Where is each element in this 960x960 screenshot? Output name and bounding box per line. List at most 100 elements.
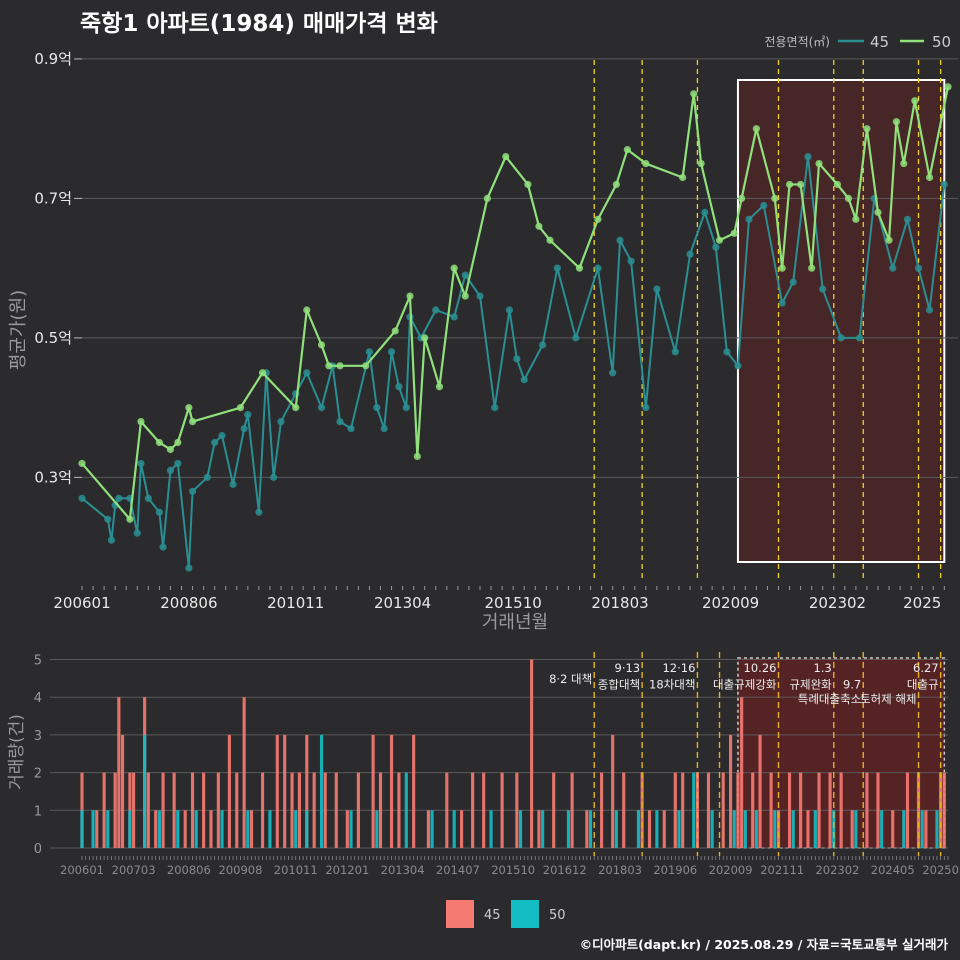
- data-point-45: [760, 201, 768, 209]
- data-point-45: [819, 285, 827, 293]
- data-point-45: [317, 404, 326, 412]
- data-point-45: [925, 306, 934, 314]
- data-point-45: [653, 285, 661, 293]
- bar-45: [640, 772, 644, 848]
- bar-x-tick-label: 202507: [922, 863, 960, 877]
- data-point-45: [240, 424, 248, 433]
- bar-legend-swatch-45: [446, 900, 474, 928]
- data-point-45: [837, 334, 845, 342]
- bar-50: [677, 810, 681, 848]
- data-point-45: [347, 424, 355, 433]
- data-point-45: [107, 536, 116, 544]
- bar-45: [706, 772, 711, 848]
- x-tick-label: 202302: [809, 594, 866, 612]
- bar-45: [397, 772, 401, 848]
- data-point-45: [671, 348, 679, 356]
- data-point-45: [336, 417, 344, 426]
- data-point-45: [203, 473, 211, 481]
- data-point-50: [594, 215, 602, 223]
- bar-50: [692, 772, 696, 848]
- data-point-45: [270, 473, 278, 481]
- bar-45: [585, 810, 589, 848]
- data-point-45: [539, 341, 547, 349]
- bar-45: [172, 772, 176, 848]
- bar-50: [220, 810, 224, 848]
- data-point-50: [236, 404, 245, 412]
- data-point-50: [911, 97, 919, 105]
- data-point-50: [944, 83, 952, 91]
- data-point-50: [892, 118, 901, 126]
- data-point-45: [642, 404, 650, 412]
- x-tick-label: 202009: [702, 594, 759, 612]
- bar-50: [452, 810, 456, 848]
- data-point-50: [852, 215, 860, 223]
- bar-45: [275, 734, 279, 848]
- data-point-50: [126, 515, 134, 523]
- data-point-50: [833, 180, 842, 189]
- bar-legend-swatch-50: [511, 900, 539, 928]
- bar-45: [356, 772, 360, 848]
- data-point-50: [185, 404, 193, 412]
- legend-label-45: 45: [870, 33, 889, 51]
- policy-annotation: 1.3: [813, 661, 831, 675]
- bar-45: [482, 772, 486, 848]
- bar-45: [242, 697, 246, 848]
- bar-45: [751, 772, 755, 848]
- data-point-50: [796, 180, 805, 189]
- bar-45: [570, 772, 574, 848]
- bar-x-tick-label: 201803: [598, 863, 642, 877]
- data-point-50: [406, 292, 414, 300]
- bar-45: [249, 810, 254, 848]
- data-point-50: [679, 173, 687, 182]
- data-point-50: [535, 222, 543, 230]
- bar-x-tick-label: 201510: [491, 863, 535, 877]
- bar-50: [128, 810, 132, 848]
- data-point-50: [317, 341, 326, 349]
- bar-50: [588, 810, 593, 848]
- bar-50: [902, 810, 906, 848]
- data-point-45: [218, 431, 226, 440]
- bar-45: [113, 772, 117, 848]
- data-point-45: [712, 243, 720, 251]
- bar-y-tick-label: 1: [34, 804, 42, 819]
- policy-annotation: 10.26: [744, 661, 777, 675]
- bar-50: [541, 810, 545, 848]
- bar-50: [91, 810, 95, 848]
- policy-annotation: 9.7: [843, 678, 861, 692]
- policy-annotation: 6.27: [913, 661, 939, 675]
- bar-45: [828, 772, 832, 848]
- bar-45: [132, 772, 136, 848]
- data-point-50: [575, 264, 584, 272]
- bar-45: [312, 772, 316, 848]
- bar-50: [268, 810, 272, 848]
- bar-50: [813, 810, 817, 848]
- data-point-45: [373, 404, 381, 412]
- bar-y-axis-title: 거래량(건): [7, 714, 27, 790]
- data-point-45: [244, 411, 252, 419]
- bar-45: [95, 810, 99, 848]
- x-tick-label: 2025: [903, 594, 941, 612]
- bar-45: [412, 734, 416, 848]
- bar-45: [876, 772, 880, 848]
- bar-45: [600, 772, 604, 848]
- bar-45: [283, 734, 287, 848]
- data-point-50: [450, 264, 458, 272]
- data-point-45: [789, 278, 797, 286]
- bar-y-tick-label: 4: [34, 691, 42, 706]
- bar-45: [371, 734, 375, 848]
- bar-x-tick-label: 201201: [325, 863, 369, 877]
- data-point-45: [277, 417, 285, 426]
- bar-45: [736, 772, 740, 848]
- bar-45: [261, 772, 265, 848]
- bar-50: [375, 810, 379, 848]
- bar-45: [161, 772, 165, 848]
- bar-45: [515, 772, 519, 848]
- data-point-45: [609, 369, 617, 377]
- bar-50: [710, 810, 714, 848]
- bar-45: [673, 772, 677, 848]
- bar-x-tick-label: 201304: [381, 863, 425, 877]
- data-point-45: [104, 515, 112, 523]
- bar-45: [183, 810, 187, 848]
- bar-x-tick-label: 202111: [760, 863, 804, 877]
